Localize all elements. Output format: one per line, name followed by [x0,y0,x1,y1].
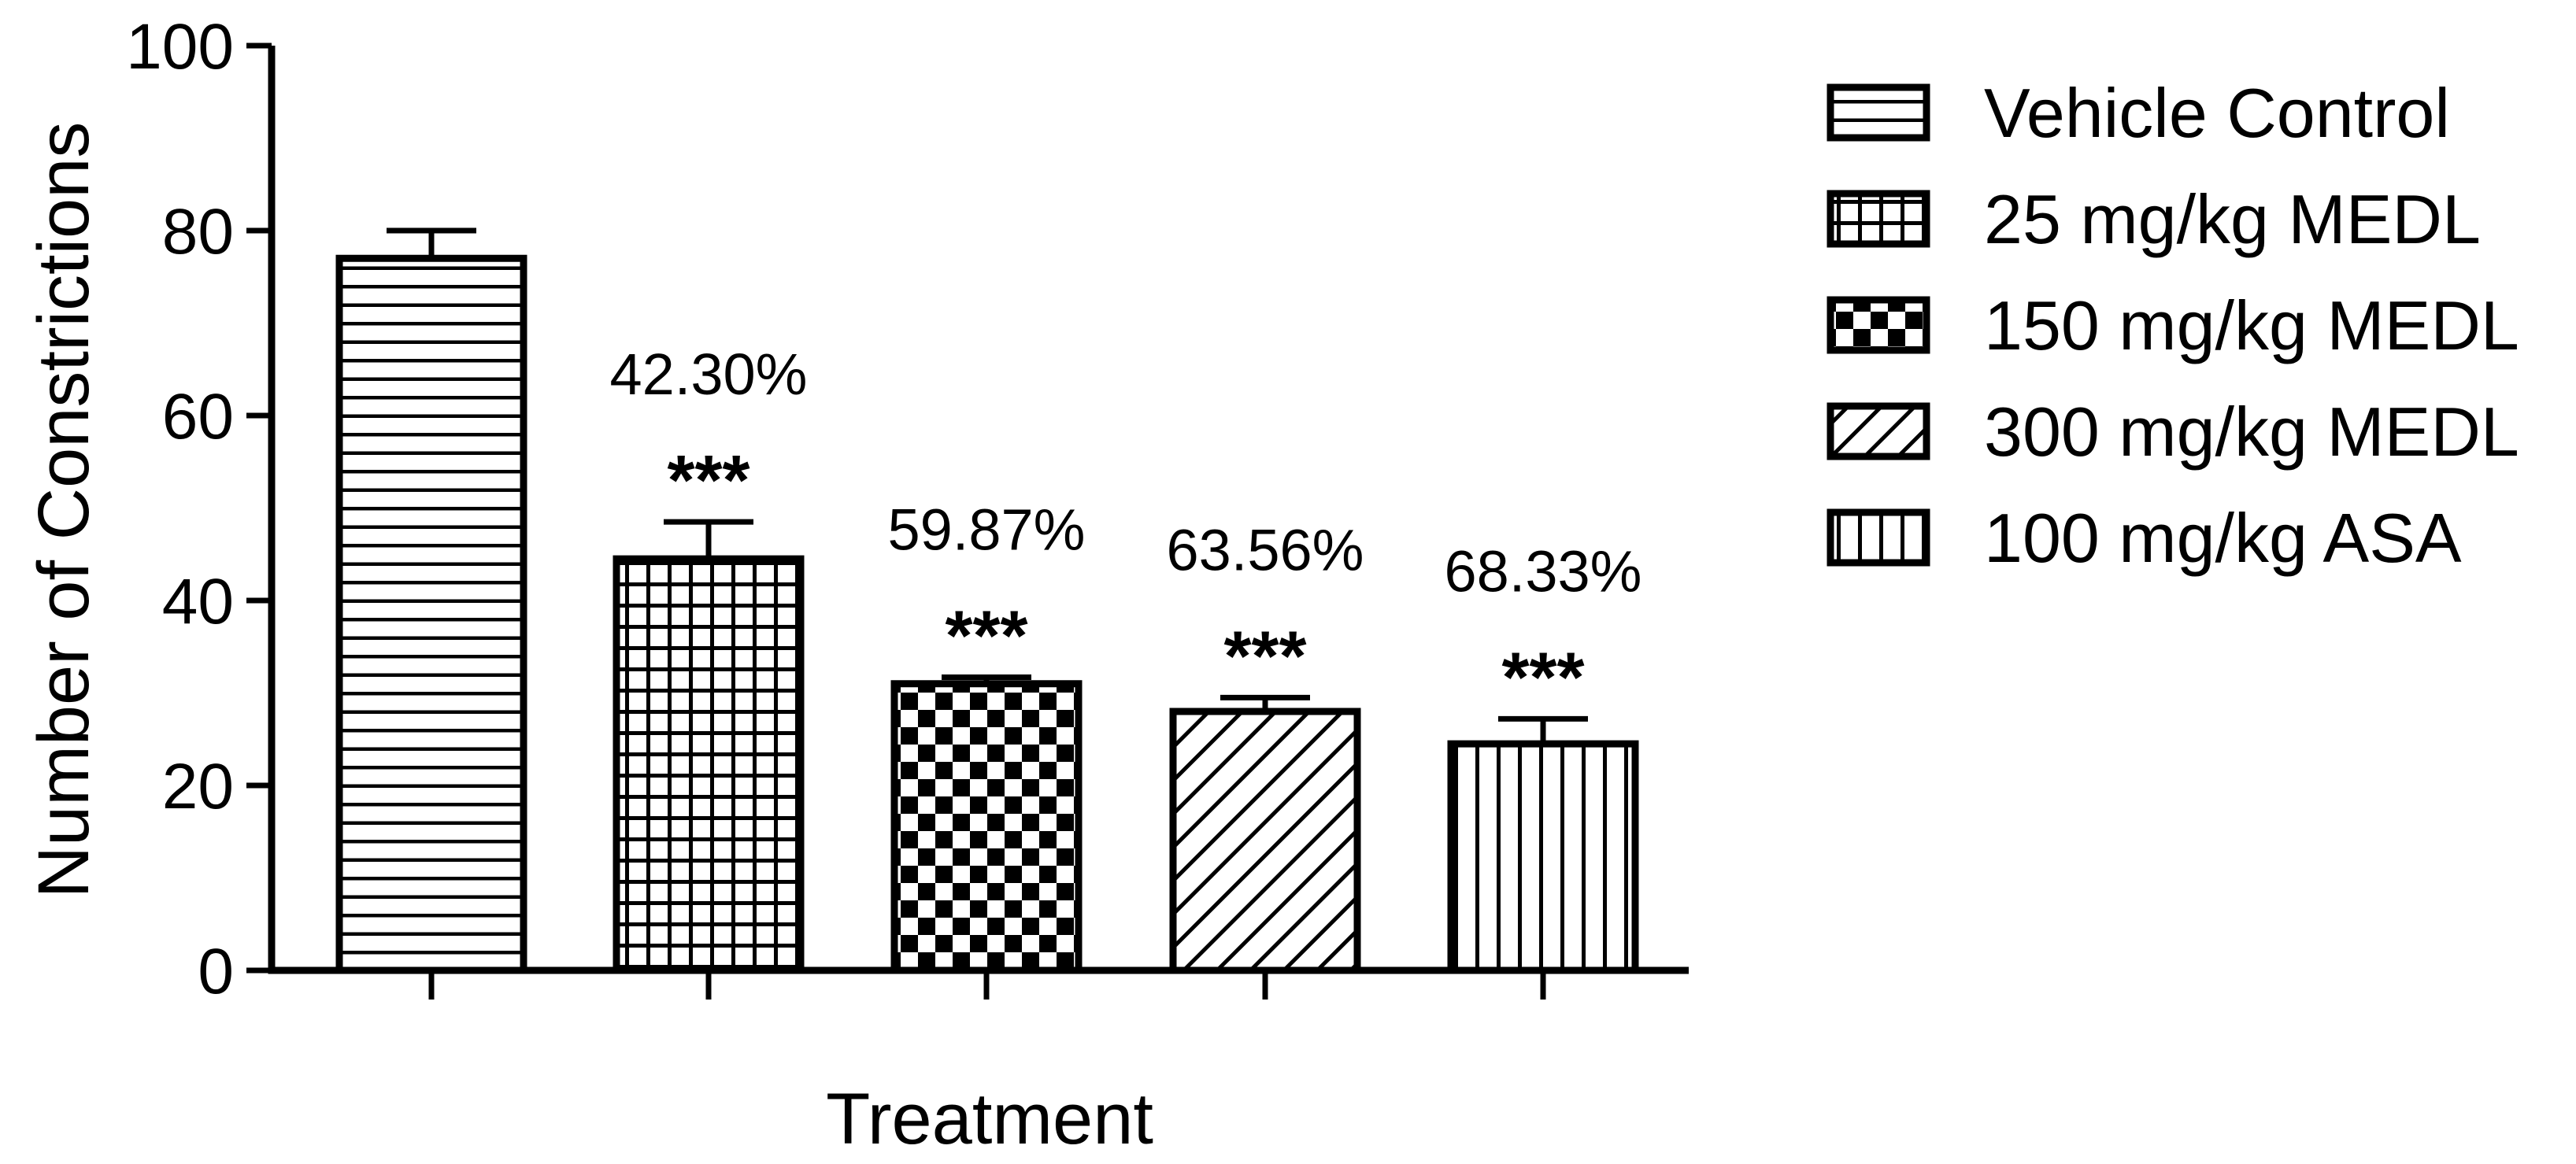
y-tick-label: 20 [162,751,234,822]
legend-label: 25 mg/kg MEDL [1984,180,2481,258]
bar-group [890,674,1083,974]
legend-item: Vehicle Control [1827,74,2450,152]
bar [613,555,805,974]
legend-swatch [1827,508,1930,567]
bar [335,254,527,974]
significance-label: *** [1223,617,1306,696]
significance-label: *** [1501,638,1584,717]
percent-inhibition-label: 63.56% [1167,517,1364,582]
significance-label: *** [945,597,1027,676]
bar [890,680,1083,974]
percent-inhibition-label: 68.33% [1445,538,1642,604]
y-tick-label: 100 [126,11,234,83]
legend-swatch [1827,190,1930,248]
legend-label: 300 mg/kg MEDL [1984,393,2519,471]
legend-item: 100 mg/kg ASA [1827,499,2462,577]
percent-inhibition-label: 42.30% [610,342,808,407]
legend-item: 25 mg/kg MEDL [1827,180,2481,258]
x-axis [268,966,1689,1000]
bar [1447,740,1639,974]
legend-swatch [1827,83,1930,142]
bar [1169,708,1361,974]
y-tick-label: 60 [162,381,234,453]
legend-swatch [1827,296,1930,354]
bar-group [1169,694,1361,974]
bar-group [335,227,527,974]
legend-label: 150 mg/kg MEDL [1984,286,2519,364]
percent-inhibition-label: 59.87% [888,497,1086,563]
y-tick-label: 0 [198,936,234,1007]
significance-label: *** [667,442,749,520]
annotations: *** 42.30% *** 59.87% *** 63.56% *** 68.33% [610,342,1642,717]
y-tick-label: 40 [162,566,234,637]
y-axis: 0 20 40 60 80 100 [126,11,276,1007]
x-axis-title: Treatment [826,1079,1153,1159]
bar-group [613,519,805,974]
legend-item: 150 mg/kg MEDL [1827,286,2519,364]
legend-label: Vehicle Control [1984,74,2450,152]
bar-group [1447,715,1639,974]
y-tick-label: 80 [162,196,234,268]
bars [335,227,1639,974]
legend-item: 300 mg/kg MEDL [1827,393,2519,471]
y-axis-title: Number of Constrictions [24,122,104,899]
legend-swatch [1827,402,1930,460]
legend: Vehicle Control 25 mg/kg MEDL 150 mg/kg ME… [1827,74,2519,577]
legend-label: 100 mg/kg ASA [1984,499,2462,577]
